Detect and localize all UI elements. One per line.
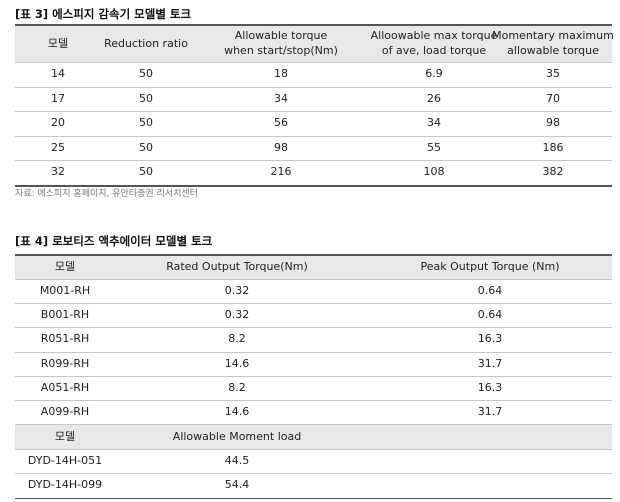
row-rule bbox=[15, 351, 612, 353]
cell: DYD-14H-051 bbox=[27, 454, 103, 468]
cell: 55 bbox=[427, 140, 441, 154]
row-rule bbox=[15, 375, 612, 377]
cell: 34 bbox=[427, 116, 441, 130]
row-rule bbox=[15, 449, 612, 451]
cell: 16.3 bbox=[477, 380, 503, 394]
cell: 35 bbox=[546, 67, 560, 80]
cell: 20 bbox=[51, 116, 65, 130]
row-rule bbox=[15, 24, 612, 26]
row-rule bbox=[15, 254, 612, 256]
cell: 14.6 bbox=[224, 405, 250, 418]
cell: A051-RH bbox=[40, 380, 90, 394]
column-header: when start/stop(Nm) bbox=[224, 44, 338, 57]
column-header: 모델 bbox=[54, 430, 76, 444]
cell: 70 bbox=[546, 91, 560, 105]
cell: 31.7 bbox=[477, 405, 503, 418]
column-header: Rated Output Torque(Nm) bbox=[166, 260, 308, 273]
cell: 50 bbox=[139, 165, 153, 179]
column-header: of ave, load torque bbox=[381, 44, 487, 57]
column-header: 모델 bbox=[47, 37, 69, 50]
cell: B001-RH bbox=[40, 308, 90, 322]
cell: 98 bbox=[274, 140, 288, 154]
cell: 50 bbox=[139, 67, 153, 80]
cell: 50 bbox=[139, 116, 153, 130]
cell: 216 bbox=[270, 165, 292, 179]
row-rule bbox=[15, 62, 612, 63]
cell: 17 bbox=[51, 91, 65, 105]
cell: 98 bbox=[546, 116, 560, 130]
source-note: 자료: 에스피지 홈페이지, 유안타증권 리서치센터 bbox=[15, 189, 198, 199]
cell: 8.2 bbox=[228, 332, 246, 346]
cell: 0.32 bbox=[224, 284, 250, 297]
cell: 0.32 bbox=[224, 308, 250, 322]
cell: 382 bbox=[542, 165, 564, 179]
column-header: Peak Output Torque (Nm) bbox=[420, 260, 560, 273]
column-header: Allowable torque bbox=[234, 29, 328, 42]
cell: 26 bbox=[427, 91, 441, 105]
row-rule bbox=[15, 424, 612, 426]
row-rule bbox=[15, 473, 612, 475]
cell: 6.9 bbox=[425, 67, 443, 80]
header-band bbox=[15, 425, 612, 450]
row-rule bbox=[15, 497, 612, 500]
cell: 8.2 bbox=[228, 380, 246, 394]
row-rule bbox=[15, 86, 612, 88]
cell: 16.3 bbox=[477, 332, 503, 346]
row-rule bbox=[15, 303, 612, 305]
table-title: [표 4] 로보티즈 액추에이터 모델별 토크 bbox=[15, 234, 213, 248]
column-header: Momentary maximum bbox=[492, 29, 614, 42]
column-header: allowable torque bbox=[507, 44, 599, 57]
table-title: [표 3] 에스피지 감속기 모델별 토크 bbox=[15, 7, 192, 21]
row-rule bbox=[15, 327, 612, 329]
cell: 186 bbox=[542, 140, 564, 154]
cell: R051-RH bbox=[40, 332, 90, 346]
cell: 44.5 bbox=[224, 454, 250, 468]
cell: 18 bbox=[274, 67, 288, 80]
cell: 0.64 bbox=[477, 284, 503, 297]
cell: DYD-14H-099 bbox=[27, 478, 103, 492]
header-band bbox=[15, 25, 612, 62]
row-rule bbox=[15, 279, 612, 280]
cell: 14.6 bbox=[224, 356, 250, 370]
row-rule bbox=[15, 160, 612, 162]
cell: M001-RH bbox=[39, 284, 91, 297]
cell: 34 bbox=[274, 91, 288, 105]
cell: 56 bbox=[274, 116, 288, 130]
cell: 31.7 bbox=[477, 356, 503, 370]
column-header: 모델 bbox=[54, 260, 76, 273]
header-band bbox=[15, 255, 612, 279]
cell: 108 bbox=[423, 165, 445, 179]
cell: 50 bbox=[139, 91, 153, 105]
cell: 25 bbox=[51, 140, 65, 154]
row-rule bbox=[15, 185, 612, 187]
cell: 54.4 bbox=[224, 478, 250, 492]
row-rule bbox=[15, 135, 612, 137]
column-header: Alloowable max torque bbox=[370, 29, 498, 42]
column-header: Reduction ratio bbox=[104, 37, 188, 50]
column-header: Allowable Moment load bbox=[172, 430, 302, 444]
cell: 0.64 bbox=[477, 308, 503, 322]
cell: 32 bbox=[51, 165, 65, 179]
cell: A099-RH bbox=[40, 405, 90, 418]
cell: 50 bbox=[139, 140, 153, 154]
row-rule bbox=[15, 111, 612, 113]
cell: 14 bbox=[51, 67, 65, 80]
cell: R099-RH bbox=[40, 356, 90, 370]
row-rule bbox=[15, 400, 612, 401]
